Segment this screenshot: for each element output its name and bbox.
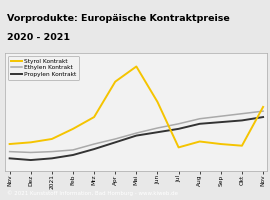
Legend: Styrol Kontrakt, Ethylen Kontrakt, Propylen Kontrakt: Styrol Kontrakt, Ethylen Kontrakt, Propy… (8, 56, 79, 80)
Text: © 2021 Kunststoff Information, Bad Homburg - www.kiweb.de: © 2021 Kunststoff Information, Bad Hombu… (7, 190, 178, 196)
Text: Vorprodukte: Europäische Kontraktpreise: Vorprodukte: Europäische Kontraktpreise (7, 14, 230, 23)
Text: 2020 - 2021: 2020 - 2021 (7, 33, 70, 42)
